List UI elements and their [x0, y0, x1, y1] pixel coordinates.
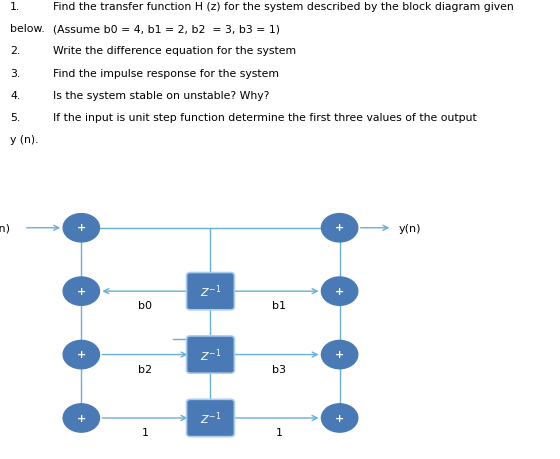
Text: b3: b3	[272, 364, 286, 374]
Text: +: +	[77, 349, 86, 359]
Circle shape	[63, 214, 100, 242]
Circle shape	[63, 404, 100, 432]
Text: (Assume b0 = 4, b1 = 2, b2  = 3, b3 = 1): (Assume b0 = 4, b1 = 2, b2 = 3, b3 = 1)	[53, 24, 280, 34]
Text: below.: below.	[10, 24, 45, 34]
Text: +: +	[335, 223, 344, 233]
Text: +: +	[77, 223, 86, 233]
Text: Write the difference equation for the system: Write the difference equation for the sy…	[53, 46, 296, 56]
FancyBboxPatch shape	[186, 273, 235, 310]
Circle shape	[63, 277, 100, 306]
Text: $Z^{-1}$: $Z^{-1}$	[200, 347, 221, 363]
Circle shape	[63, 341, 100, 369]
Text: 3.: 3.	[10, 68, 20, 78]
Text: x (n): x (n)	[0, 223, 10, 233]
Text: 2.: 2.	[10, 46, 20, 56]
Text: 1: 1	[276, 427, 283, 437]
Text: b2: b2	[138, 364, 152, 374]
Text: 1.: 1.	[10, 2, 20, 12]
Text: +: +	[335, 413, 344, 423]
Text: +: +	[335, 349, 344, 359]
Text: +: +	[335, 286, 344, 296]
FancyBboxPatch shape	[186, 336, 235, 374]
Text: +: +	[77, 286, 86, 296]
Circle shape	[321, 214, 358, 242]
Text: y(n): y(n)	[399, 223, 422, 233]
Text: y (n).: y (n).	[10, 134, 39, 145]
Text: b0: b0	[138, 301, 152, 311]
Text: +: +	[77, 413, 86, 423]
Circle shape	[321, 404, 358, 432]
Text: If the input is unit step function determine the first three values of the outpu: If the input is unit step function deter…	[53, 112, 477, 123]
Text: $Z^{-1}$: $Z^{-1}$	[200, 410, 221, 426]
Text: $Z^{-1}$: $Z^{-1}$	[200, 283, 221, 300]
Text: 4.: 4.	[10, 90, 20, 101]
Circle shape	[321, 341, 358, 369]
Text: Is the system stable on unstable? Why?: Is the system stable on unstable? Why?	[53, 90, 269, 101]
Text: Find the impulse response for the system: Find the impulse response for the system	[53, 68, 279, 78]
Text: 1: 1	[142, 427, 149, 437]
FancyBboxPatch shape	[186, 399, 235, 437]
Text: 5.: 5.	[10, 112, 20, 123]
Circle shape	[321, 277, 358, 306]
Text: Find the transfer function H (z) for the system described by the block diagram g: Find the transfer function H (z) for the…	[53, 2, 514, 12]
Text: b1: b1	[272, 301, 286, 311]
